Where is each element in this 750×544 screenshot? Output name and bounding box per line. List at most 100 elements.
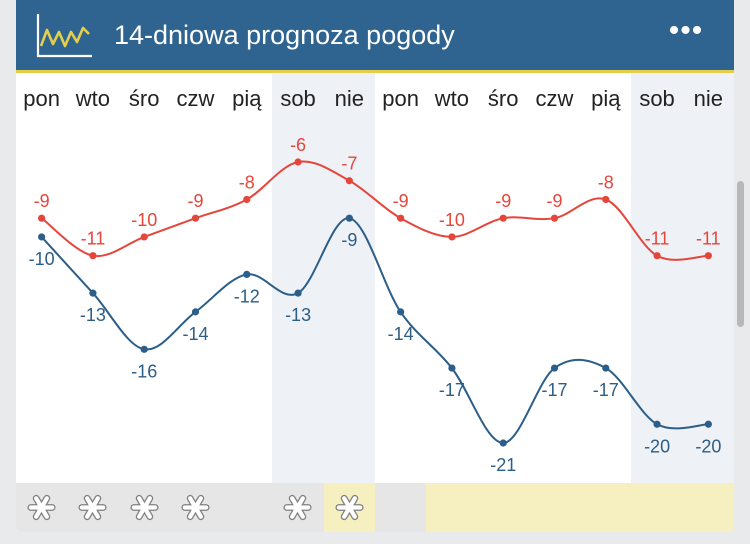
low-temperature-point — [243, 270, 251, 278]
high-temperature-label: -9 — [393, 191, 409, 211]
precipitation-cell — [169, 483, 222, 532]
high-temperature-point — [448, 233, 456, 241]
day-label: pon — [382, 86, 419, 111]
snowflake-icon — [181, 494, 210, 521]
weekend-shade — [631, 73, 734, 483]
day-label: sob — [280, 86, 316, 111]
low-temperature-point — [704, 420, 712, 428]
high-temperature-label: -7 — [341, 154, 357, 174]
high-temperature-label: -11 — [696, 229, 721, 249]
low-temperature-label: -17 — [541, 380, 567, 400]
high-temperature-point — [243, 195, 251, 204]
high-temperature-label: -11 — [645, 229, 670, 249]
high-temperature-point — [89, 252, 97, 260]
precipitation-cell — [323, 483, 376, 532]
low-temperature-point — [499, 439, 507, 447]
page-title: 14-dniowa prognoza pogody — [114, 20, 455, 50]
forecast-header: 14-dniowa prognoza pogody ••• — [16, 0, 734, 73]
high-temperature-point — [550, 214, 559, 222]
high-temperature-label: -10 — [131, 210, 157, 230]
day-label: śro — [487, 86, 519, 111]
more-options-button[interactable]: ••• — [668, 14, 704, 47]
precipitation-cell — [375, 483, 427, 532]
low-temperature-label: -17 — [439, 380, 465, 400]
snowflake-icon — [78, 494, 107, 521]
high-temperature-point — [653, 252, 661, 260]
low-temperature-label: -17 — [593, 380, 619, 400]
day-label: czw — [176, 86, 215, 111]
low-temperature-point — [294, 289, 302, 297]
weekend-shade — [272, 73, 375, 483]
low-temperature-label: -21 — [490, 455, 516, 475]
precipitation-cell — [528, 483, 581, 532]
chart-line-icon — [36, 14, 92, 58]
low-temperature-label: -10 — [29, 249, 55, 269]
low-temperature-point — [191, 308, 200, 316]
high-temperature-label: -11 — [81, 229, 106, 249]
snowflake-icon — [130, 494, 159, 521]
low-temperature-point — [140, 345, 148, 353]
high-temperature-label: -9 — [495, 191, 511, 211]
high-temperature-point — [499, 214, 507, 222]
day-label: czw — [535, 86, 574, 111]
low-temperature-label: -20 — [644, 436, 670, 456]
high-temperature-point — [38, 214, 46, 222]
snowflake-icon — [283, 494, 312, 521]
low-temperature-line — [40, 217, 709, 445]
low-temperature-point — [448, 364, 456, 372]
high-temperature-label: -9 — [34, 191, 50, 211]
low-temperature-point — [397, 308, 405, 316]
precipitation-cell — [426, 483, 479, 532]
precipitation-cell — [682, 483, 734, 532]
temperature-chart: -9 -11 -10 -9 -8 -6 -7 -9 -10 -9 -9 -8 -11 -11 -10 -13 -… — [29, 135, 722, 475]
precipitation-cell — [67, 483, 120, 532]
precipitation-cell — [118, 483, 171, 532]
day-label: wto — [75, 86, 111, 111]
precipitation-cell — [221, 483, 273, 532]
low-temperature-point — [602, 364, 610, 372]
low-temperature-label: -14 — [182, 324, 208, 344]
precipitation-cell — [631, 483, 684, 532]
high-temperature-point — [602, 195, 610, 204]
day-labels-row: pon wto śro czw pią sob nie pon wto śro czw pią sob n… — [16, 84, 734, 116]
day-label: pon — [23, 86, 61, 111]
forecast-card: 14-dniowa prognoza pogody ••• pon wto śro c… — [16, 0, 734, 532]
day-label: nie — [334, 86, 365, 111]
low-temperature-label: -13 — [285, 305, 311, 325]
high-temperature-label: -10 — [439, 210, 465, 230]
high-temperature-label: -8 — [598, 172, 614, 192]
vertical-scrollbar[interactable] — [737, 181, 744, 327]
low-temperature-point — [653, 420, 661, 428]
high-temperature-point — [294, 158, 302, 166]
day-label: wto — [434, 86, 470, 111]
low-temperature-point — [550, 364, 559, 372]
snowflake-icon — [27, 494, 56, 521]
high-temperature-label: -9 — [187, 191, 203, 211]
high-temperature-label: -8 — [239, 172, 255, 192]
day-label: pią — [232, 86, 262, 111]
low-temperature-label: -9 — [341, 230, 357, 250]
high-temperature-label: -6 — [290, 135, 306, 155]
day-label: sob — [639, 86, 675, 111]
low-temperature-label: -12 — [234, 286, 260, 306]
precipitation-cell — [272, 483, 325, 532]
day-label: nie — [693, 86, 724, 111]
low-temperature-point — [345, 214, 353, 222]
low-temperature-point — [38, 233, 46, 241]
low-temperature-label: -20 — [695, 436, 721, 456]
snowflake-icon — [335, 494, 364, 521]
high-temperature-point — [191, 214, 200, 222]
low-temperature-point — [89, 289, 97, 297]
day-label: śro — [128, 86, 160, 111]
low-temperature-label: -14 — [388, 324, 414, 344]
precipitation-row — [16, 483, 734, 532]
high-temperature-point — [345, 177, 353, 185]
high-temperature-point — [704, 252, 712, 260]
high-temperature-point — [397, 214, 405, 222]
low-temperature-label: -16 — [131, 361, 157, 381]
high-temperature-point — [140, 233, 148, 241]
precipitation-cell — [16, 483, 68, 532]
low-temperature-label: -13 — [80, 305, 106, 325]
day-label: pią — [591, 86, 621, 111]
precipitation-cell — [477, 483, 530, 532]
